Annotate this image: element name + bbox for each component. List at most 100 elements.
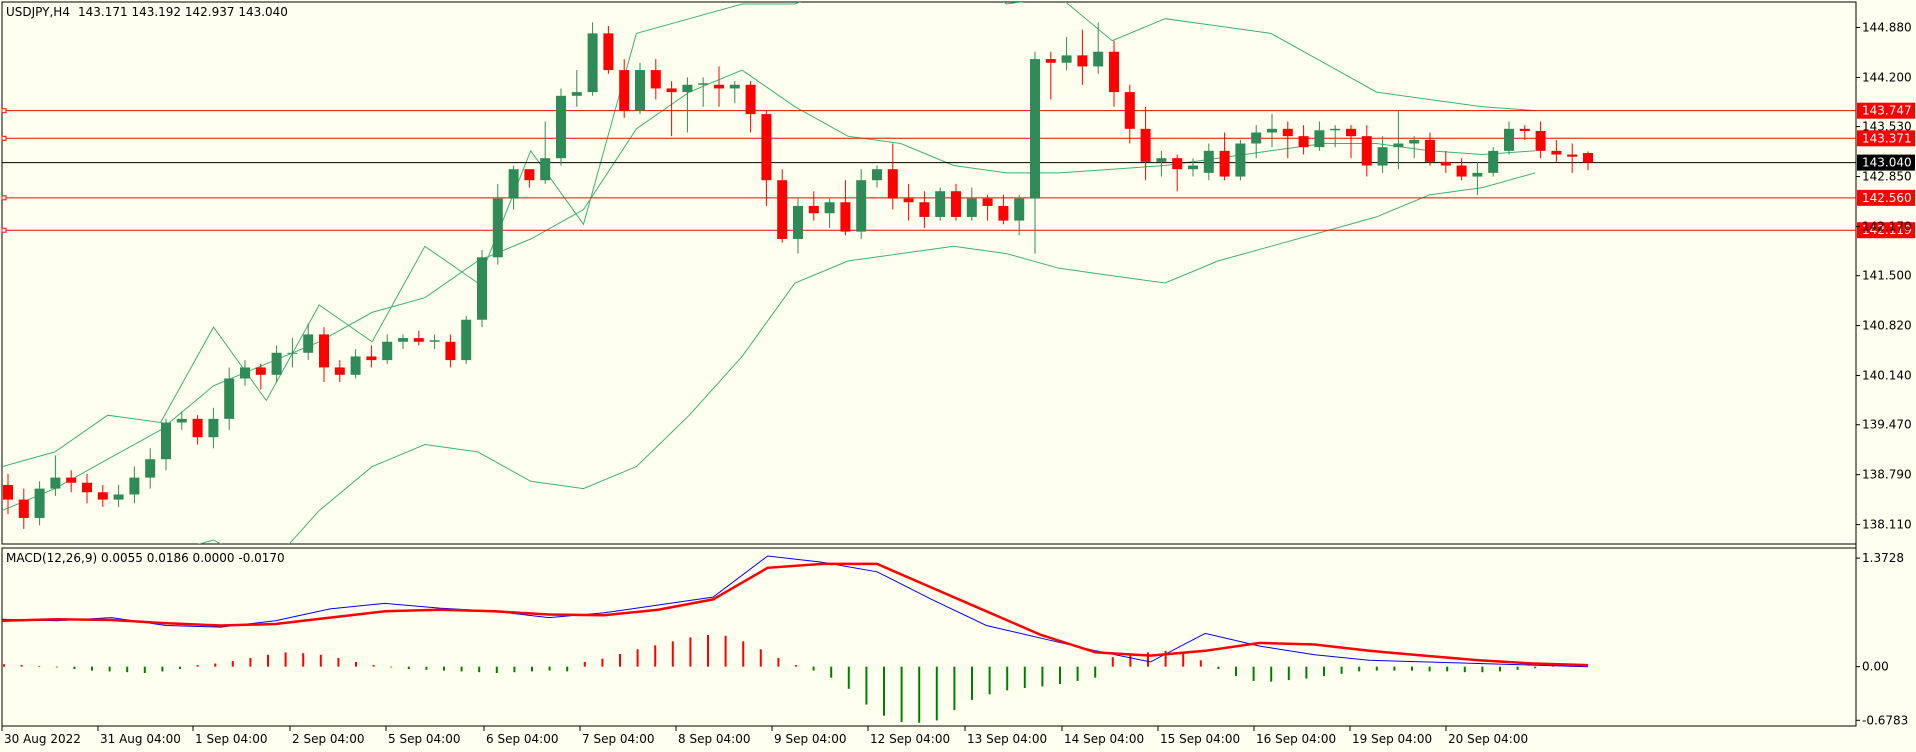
time-tick-label: 9 Sep 04:00 — [774, 732, 846, 746]
candle-body — [777, 180, 788, 239]
time-tick-label: 16 Sep 04:00 — [1256, 732, 1336, 746]
candle-body — [82, 482, 92, 493]
candle-body — [1488, 150, 1499, 173]
candle-body — [176, 418, 187, 423]
candle-body — [97, 492, 108, 500]
candle-body — [382, 341, 393, 361]
time-tick-label: 6 Sep 04:00 — [486, 732, 558, 746]
candle-body — [398, 338, 408, 342]
time-tick-label: 5 Sep 04:00 — [388, 732, 460, 746]
candle-body — [1377, 147, 1388, 166]
candle-body — [508, 169, 519, 199]
ohlc-readout: 143.171 143.192 142.937 143.040 — [78, 5, 288, 19]
candle-body — [319, 334, 329, 368]
candle-body — [935, 191, 946, 217]
macd-title: MACD(12,26,9) 0.0055 0.0186 0.0000 -0.01… — [6, 551, 285, 565]
time-tick-label: 30 Aug 2022 — [4, 732, 81, 746]
candle-body — [1077, 55, 1088, 67]
candle-body — [1361, 136, 1372, 166]
time-tick-label: 1 Sep 04:00 — [195, 732, 267, 746]
candle-body — [714, 84, 724, 89]
candle-body — [1093, 51, 1104, 67]
macd-axis-labels: 1.3728 0.00 -0.6783 — [1856, 551, 1908, 727]
candle-body — [1045, 59, 1056, 63]
candle-body — [350, 356, 361, 375]
candlesticks — [3, 22, 1593, 529]
candle-body — [1124, 92, 1135, 129]
candle-body — [666, 88, 677, 93]
candle-body — [808, 205, 819, 214]
candle-body — [1440, 161, 1451, 166]
macd-tick-label: 0.00 — [1862, 660, 1889, 674]
candle-body — [619, 70, 630, 111]
candle-body — [1156, 158, 1167, 162]
time-tick-label: 2 Sep 04:00 — [292, 732, 364, 746]
candle-body — [603, 33, 614, 71]
level-price-label: 143.371 — [1862, 131, 1912, 145]
price-tick-label: 142.850 — [1862, 170, 1912, 184]
candle-body — [1188, 165, 1198, 170]
candle-body — [208, 418, 219, 438]
candle-body — [445, 341, 456, 361]
candle-body — [1551, 150, 1562, 155]
candle-body — [461, 319, 472, 361]
candle-body — [3, 484, 13, 500]
candle-body — [192, 418, 203, 438]
candle-body — [287, 352, 298, 354]
candle-body — [1346, 128, 1356, 137]
candle-body — [556, 95, 566, 159]
level-anchor-handle[interactable] — [1, 195, 7, 201]
candle-body — [1140, 128, 1151, 162]
candle-body — [524, 169, 535, 181]
time-tick-label: 31 Aug 04:00 — [100, 732, 181, 746]
price-axis-labels: 144.880 144.200 143.530 142.850 142.170 141.5… — [1856, 20, 1912, 532]
bollinger-lower — [197, 172, 1536, 544]
candle-body — [1282, 128, 1293, 137]
level-anchor-handle[interactable] — [1, 108, 7, 114]
candle-body — [113, 494, 124, 500]
price-tick-label: 143.530 — [1862, 120, 1912, 134]
horizontal-levels[interactable]: 143.747 143.371 142.560 142.119 143.040 — [1, 102, 1915, 239]
candle-body — [1314, 130, 1325, 148]
price-tick-label: 140.140 — [1862, 369, 1912, 383]
candle-body — [1172, 158, 1183, 170]
price-tick-label: 138.110 — [1862, 518, 1912, 532]
candle-body — [1583, 152, 1593, 163]
candle-body — [334, 367, 345, 375]
level-price-tag — [1857, 222, 1915, 239]
candle-body — [34, 488, 45, 518]
candle-body — [161, 422, 171, 460]
candle-body — [66, 477, 77, 483]
candle-body — [492, 198, 503, 258]
candle-body — [1504, 128, 1514, 151]
candle-body — [840, 202, 851, 232]
candle-body — [872, 169, 882, 181]
candle-body — [856, 180, 867, 232]
candle-body — [682, 84, 693, 93]
macd-tick-label: -0.6783 — [1862, 713, 1908, 727]
time-tick-label: 8 Sep 04:00 — [678, 732, 750, 746]
candle-body — [1425, 139, 1435, 162]
level-anchor-handle[interactable] — [1, 135, 7, 141]
level-price-label: 142.560 — [1862, 191, 1912, 205]
bollinger-upper — [2, 2, 1536, 468]
candle-body — [129, 477, 140, 495]
macd-signal-line — [1, 562, 1589, 667]
candle-body — [18, 499, 29, 518]
time-tick-label: 15 Sep 04:00 — [1160, 732, 1240, 746]
time-tick-label: 14 Sep 04:00 — [1064, 732, 1144, 746]
candle-body — [1014, 198, 1025, 221]
time-tick-label: 20 Sep 04:00 — [1448, 732, 1528, 746]
level-anchor-handle[interactable] — [1, 227, 7, 233]
time-axis-labels: 30 Aug 2022 31 Aug 04:00 1 Sep 04:00 2 Sep … — [1, 726, 1528, 746]
level-price-tag — [1857, 130, 1915, 147]
current-price-label: 143.040 — [1862, 156, 1912, 170]
candle-body — [477, 257, 487, 320]
candle-body — [966, 198, 977, 217]
price-tick-label: 142.170 — [1862, 219, 1912, 233]
candle-body — [951, 191, 961, 217]
price-tick-label: 140.820 — [1862, 319, 1912, 333]
